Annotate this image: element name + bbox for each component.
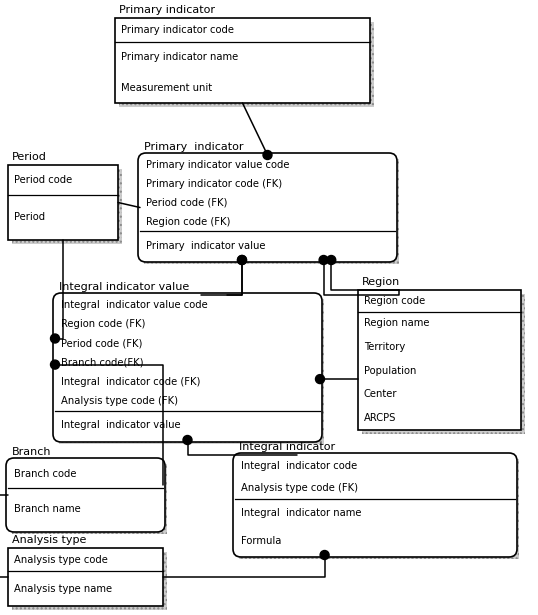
Text: Branch name: Branch name [14,504,81,514]
Text: Population: Population [364,366,416,376]
Text: Analysis type: Analysis type [12,535,87,545]
Text: Period code: Period code [14,175,72,185]
Circle shape [327,255,336,264]
Text: Integral indicator: Integral indicator [239,442,335,452]
Text: Analysis type code (FK): Analysis type code (FK) [241,483,358,493]
Text: Primary indicator: Primary indicator [119,5,215,15]
Bar [239,459,519,559]
Text: Branch code: Branch code [14,469,76,479]
Text: Period code (FK): Period code (FK) [61,338,143,348]
Text: Primary indicator value code: Primary indicator value code [146,159,289,170]
Bar [8,548,163,606]
Text: Region: Region [362,277,400,287]
Text: Primary indicator name: Primary indicator name [121,52,238,63]
Text: Analysis type code (FK): Analysis type code (FK) [61,396,178,407]
Text: Region code (FK): Region code (FK) [61,319,145,329]
Text: Integral  indicator code (FK): Integral indicator code (FK) [61,377,200,387]
Text: Integral  indicator code: Integral indicator code [241,461,357,471]
Text: Integral  indicator value: Integral indicator value [61,421,181,430]
Text: Integral  indicator value code: Integral indicator value code [61,300,208,310]
Text: Primary  indicator value: Primary indicator value [146,240,265,251]
Circle shape [237,255,246,264]
Bar [358,290,521,430]
Text: Measurement unit: Measurement unit [121,83,212,93]
FancyBboxPatch shape [233,453,517,557]
Bar [362,294,525,434]
Text: Period: Period [14,213,45,223]
Text: Integral  indicator name: Integral indicator name [241,509,362,518]
Text: Primary indicator code: Primary indicator code [121,25,234,35]
Circle shape [315,375,324,384]
Text: Period: Period [12,152,47,162]
Bar [144,159,399,264]
Text: Integral indicator value: Integral indicator value [59,282,189,292]
Bar [119,22,374,107]
Bar [12,464,167,534]
Text: Region name: Region name [364,319,429,328]
Text: Region code: Region code [364,296,425,306]
Text: Period code (FK): Period code (FK) [146,198,228,208]
Text: Primary indicator code (FK): Primary indicator code (FK) [146,178,282,189]
Text: Region code (FK): Region code (FK) [146,217,230,227]
Text: Primary  indicator: Primary indicator [144,142,244,152]
FancyBboxPatch shape [6,458,165,532]
Text: Analysis type code: Analysis type code [14,555,108,565]
Circle shape [320,550,329,560]
Circle shape [263,151,272,159]
Bar [12,169,122,244]
Circle shape [319,255,328,264]
Text: Center: Center [364,389,398,400]
Circle shape [51,334,60,343]
Text: Analysis type name: Analysis type name [14,584,112,593]
FancyBboxPatch shape [138,153,397,262]
FancyBboxPatch shape [53,293,322,442]
Text: Branch: Branch [12,447,52,457]
Circle shape [51,360,60,369]
Text: Territory: Territory [364,342,405,352]
Text: ARCPS: ARCPS [364,413,397,423]
Circle shape [237,255,246,264]
Bar [8,165,118,240]
Circle shape [183,435,192,445]
Bar [59,299,324,444]
Text: Formula: Formula [241,536,281,546]
Bar [12,552,167,610]
Bar [115,18,370,103]
Text: Branch code(FK): Branch code(FK) [61,358,144,368]
